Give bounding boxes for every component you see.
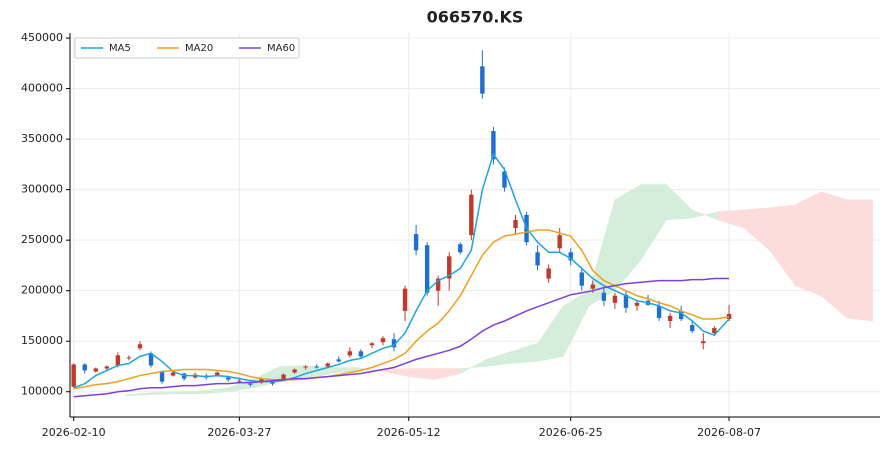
x-tick-label: 2026-06-25 — [539, 426, 603, 439]
candle-body — [402, 288, 408, 311]
candle-body — [259, 378, 264, 383]
y-tick-label: 250000 — [21, 233, 63, 246]
candle-body — [424, 245, 430, 293]
ma-line — [73, 229, 730, 390]
candle-body — [215, 372, 220, 376]
candle-body — [458, 244, 463, 253]
candle-body — [281, 374, 286, 380]
candle-body — [126, 357, 132, 359]
cloud-segment — [202, 387, 229, 395]
candle-body — [546, 268, 551, 279]
y-tick-label: 200000 — [21, 284, 63, 297]
candle-body — [170, 372, 176, 376]
cloud-segment — [537, 305, 564, 362]
cloud-segment — [408, 368, 435, 380]
candle-body — [579, 272, 584, 286]
candle-body — [435, 278, 441, 291]
legend-label: MA60 — [267, 43, 295, 54]
candle-body — [159, 371, 165, 382]
candle-body — [226, 377, 231, 380]
legend-box — [74, 37, 300, 59]
candle-body — [513, 219, 518, 229]
ma-line — [73, 277, 730, 398]
cloud-segment — [846, 199, 873, 322]
x-tick-label: 2026-08-07 — [697, 426, 761, 439]
candle-body — [678, 310, 684, 319]
y-tick-label: 150000 — [21, 334, 63, 347]
candle-body — [115, 355, 121, 366]
candle-body — [491, 131, 496, 160]
candle-body — [270, 381, 275, 384]
candle-body — [667, 315, 673, 321]
cloud-segment — [717, 209, 745, 229]
x-tick-label: 2026-02-10 — [42, 426, 106, 439]
candle-body — [314, 366, 319, 368]
cloud-segment — [563, 290, 590, 357]
candle-body — [358, 351, 364, 357]
candle-body — [502, 171, 507, 188]
candle-body — [325, 363, 330, 367]
candle-body — [336, 359, 341, 362]
cloud-segment — [434, 368, 461, 380]
candle-body — [701, 341, 706, 344]
cloud-segment — [820, 191, 848, 319]
candle-body — [712, 328, 717, 334]
cloud-segment — [640, 184, 667, 262]
cloud-segment — [460, 358, 487, 374]
candle-body — [469, 194, 474, 236]
candle-body — [148, 353, 154, 366]
candle-body — [380, 338, 386, 343]
ma-line — [73, 152, 730, 389]
candle-body — [623, 294, 629, 308]
cloud-segment — [485, 350, 513, 367]
cloud-segment — [176, 390, 203, 395]
candle-body — [557, 235, 562, 249]
cloud-segment — [382, 368, 409, 377]
candle-body — [391, 339, 397, 348]
legend-label: MA20 — [185, 43, 213, 54]
cloud-segment — [124, 392, 152, 397]
candle-body — [71, 364, 76, 387]
candle-body — [137, 344, 143, 349]
cloud-segment — [743, 207, 770, 251]
candle-body — [601, 292, 607, 301]
candle-body — [480, 66, 485, 94]
candle-body — [568, 252, 573, 261]
candle-body — [93, 368, 98, 372]
y-tick-label: 100000 — [21, 385, 63, 398]
x-tick-label: 2026-05-12 — [377, 426, 441, 439]
candle-body — [347, 351, 353, 356]
legend-label: MA5 — [109, 43, 131, 54]
candle-body — [447, 256, 452, 279]
candle-body — [656, 305, 662, 318]
x-tick-label: 2026-03-27 — [207, 426, 271, 439]
candle-body — [104, 366, 110, 369]
y-tick-label: 300000 — [21, 183, 63, 196]
candle-body — [726, 313, 732, 319]
candle-body — [303, 366, 308, 368]
cloud-segment — [769, 204, 796, 287]
chart-title: 066570.KS — [427, 8, 524, 27]
y-tick-label: 450000 — [21, 31, 63, 44]
candle-body — [292, 369, 297, 373]
cloud-segment — [614, 184, 641, 292]
cloud-segment — [795, 191, 822, 297]
candle-body — [248, 383, 253, 385]
candle-body — [590, 284, 596, 289]
y-tick-label: 400000 — [21, 82, 63, 95]
candle-body — [690, 325, 695, 332]
cloud-segment — [511, 342, 538, 364]
candle-body — [369, 343, 375, 346]
cloud-segment — [253, 366, 281, 389]
y-tick-label: 350000 — [21, 132, 63, 145]
candle-body — [612, 295, 618, 303]
candle-body — [634, 302, 640, 306]
candle-body — [535, 252, 540, 266]
cloud-segment — [691, 209, 719, 221]
candle-body — [413, 234, 419, 251]
candle-body — [237, 380, 242, 382]
candle-body — [82, 364, 87, 371]
